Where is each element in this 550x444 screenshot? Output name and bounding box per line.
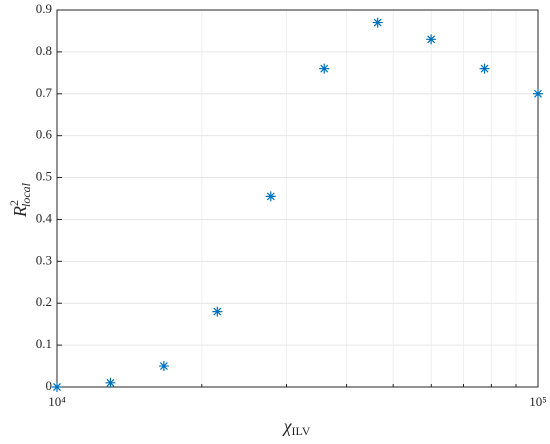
point <box>265 191 276 202</box>
y-tick-label: 0.7 <box>36 85 53 100</box>
point <box>105 377 116 388</box>
x-label-sub: ILV <box>292 424 311 438</box>
y-tick-label: 0.6 <box>36 127 53 142</box>
x-tick-label: 10⁴ <box>48 394 66 409</box>
y-tick-label: 0.4 <box>36 210 53 225</box>
y-label-sub: local <box>19 182 33 207</box>
point <box>426 34 437 45</box>
y-tick-label: 0.8 <box>36 43 52 58</box>
point <box>52 382 62 392</box>
point <box>212 306 223 317</box>
y-label-sup: 2 <box>7 200 21 206</box>
point <box>158 361 169 372</box>
y-tick-label: 0.2 <box>36 294 52 309</box>
y-tick-label: 0 <box>46 378 53 393</box>
y-label-base: R <box>10 206 30 218</box>
point <box>533 88 543 99</box>
point <box>372 17 383 28</box>
y-axis-title: R2local <box>7 182 33 218</box>
x-label-base: χ <box>282 416 293 436</box>
x-tick-label: 10⁵ <box>529 394 547 409</box>
point <box>319 63 330 74</box>
plot-frame <box>56 9 539 388</box>
point <box>479 63 490 74</box>
y-tick-label: 0.9 <box>36 1 52 16</box>
y-tick-label: 0.3 <box>36 252 52 267</box>
y-tick-label: 0.1 <box>36 336 52 351</box>
y-tick-label: 0.5 <box>36 169 52 184</box>
x-axis-title: χILV <box>282 416 311 438</box>
